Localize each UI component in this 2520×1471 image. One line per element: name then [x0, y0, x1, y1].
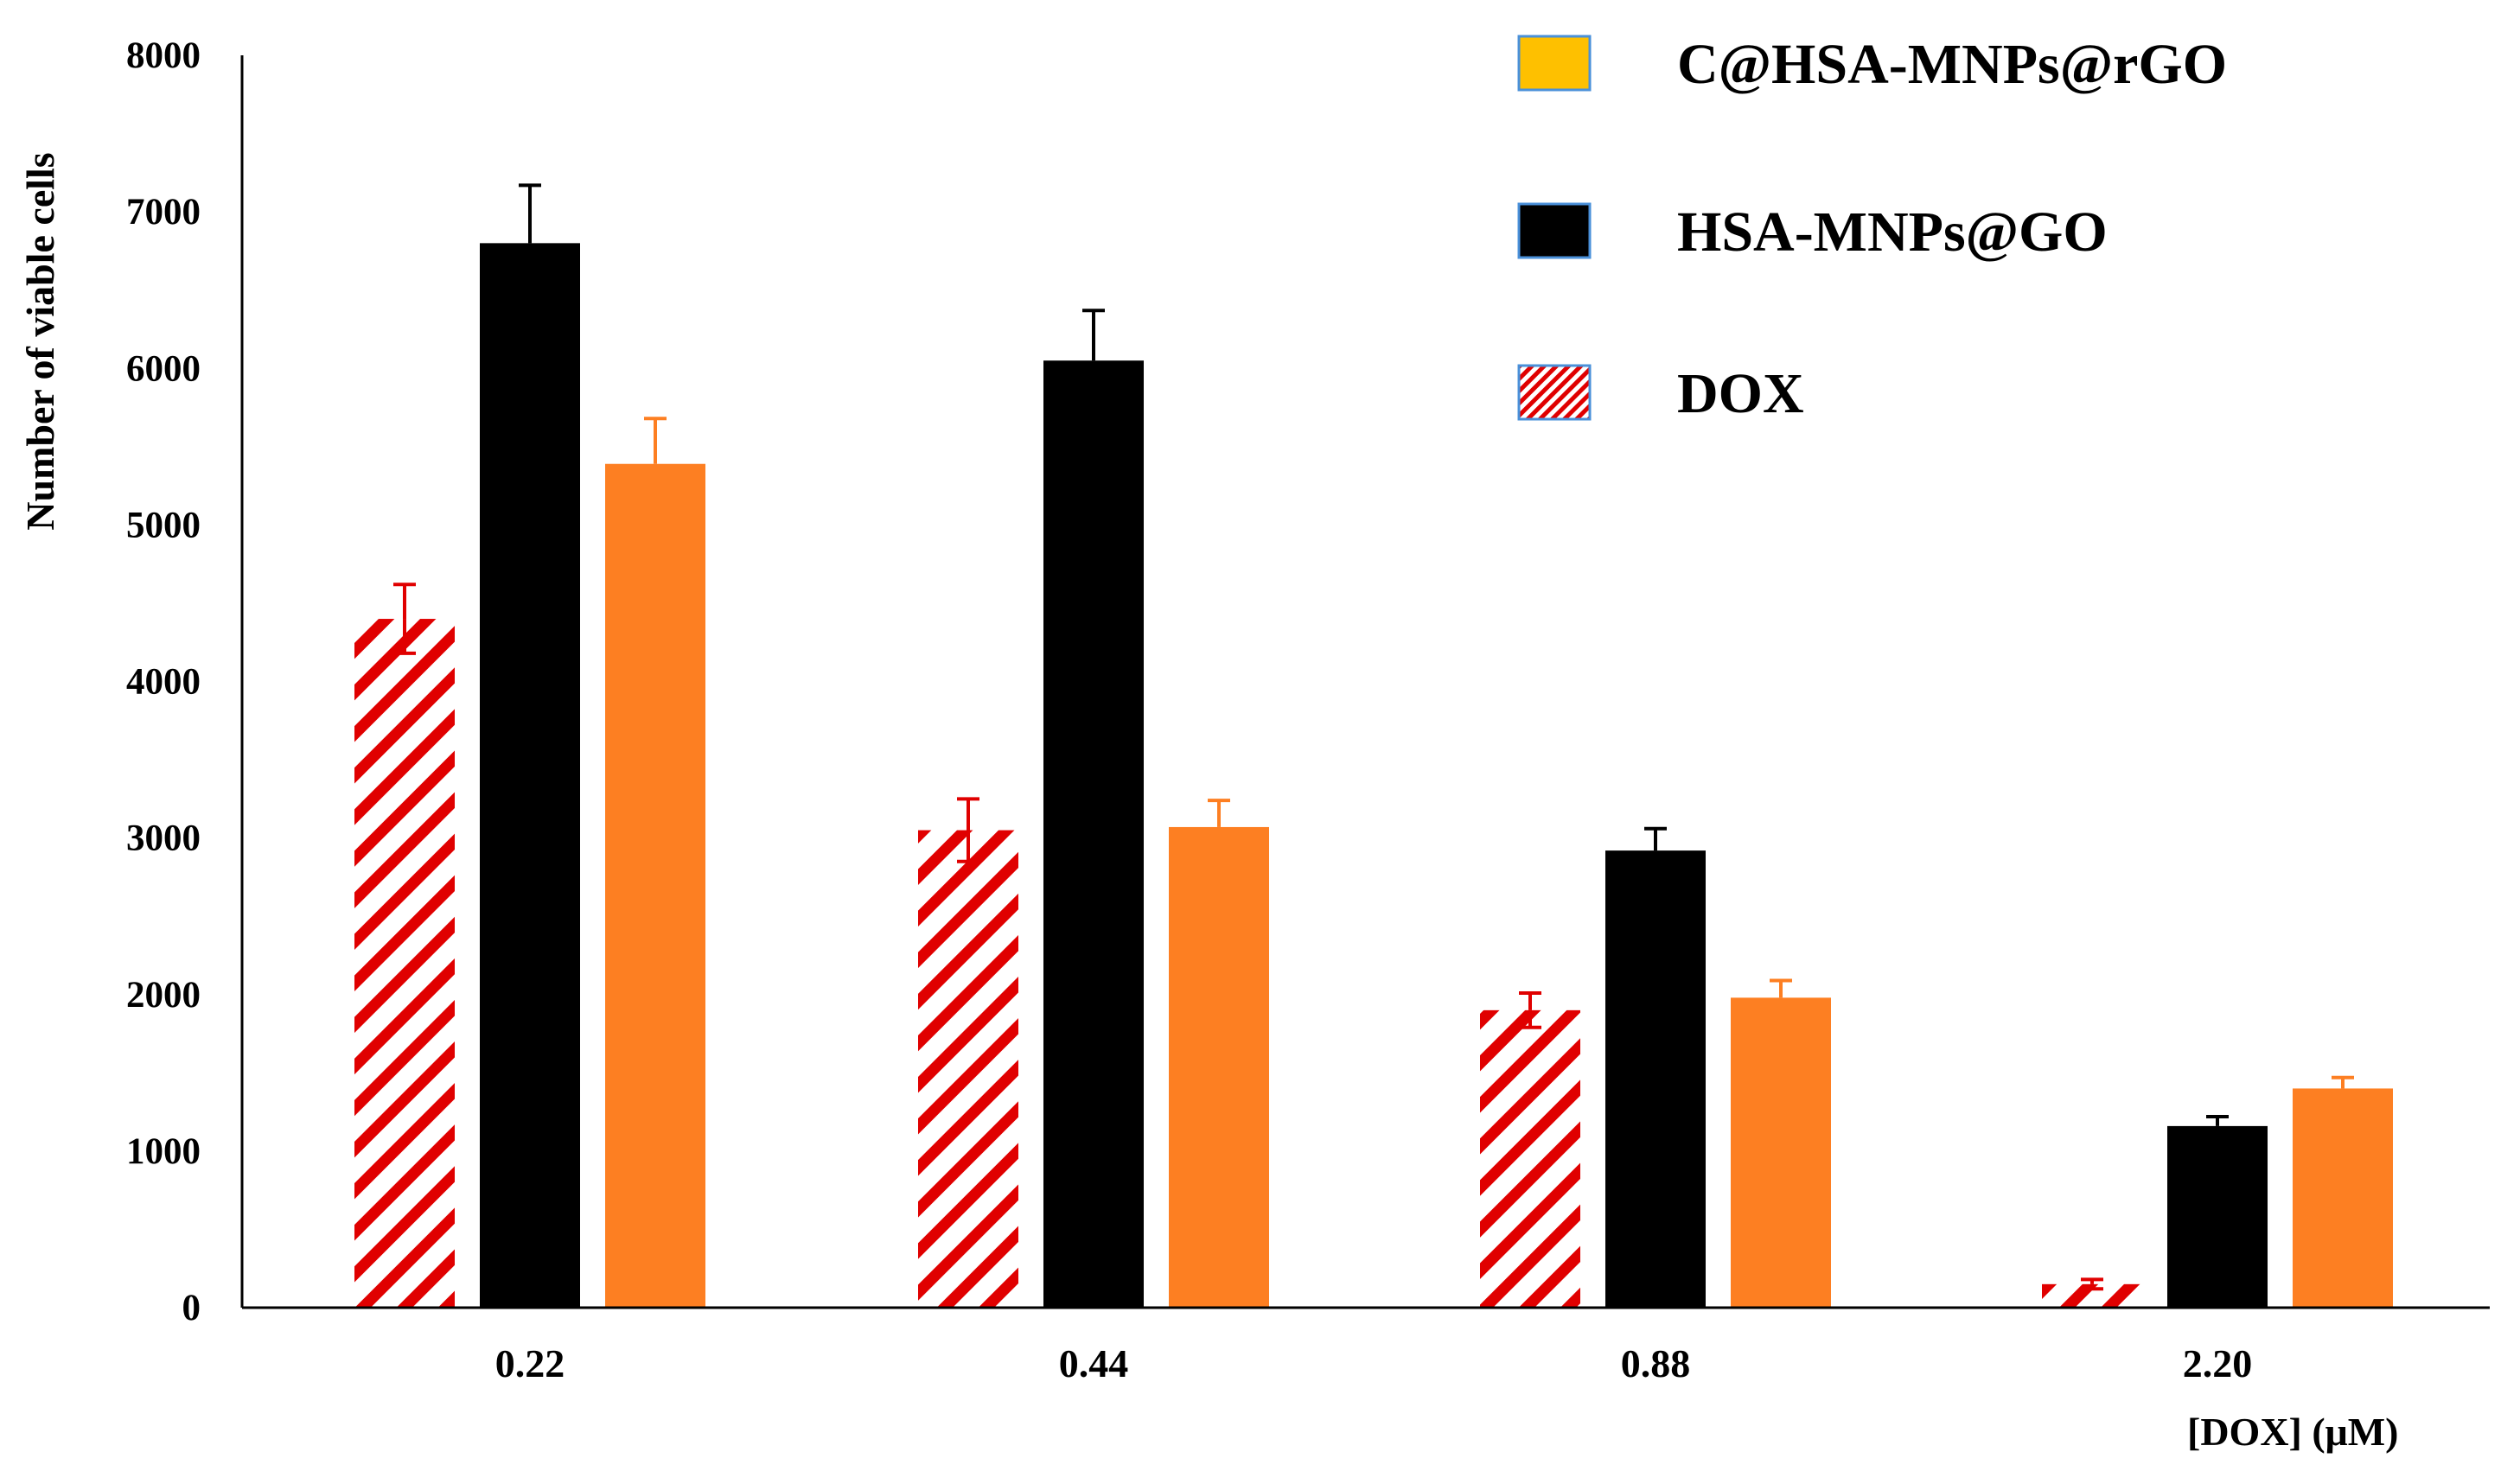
legend-swatch — [1517, 364, 1592, 421]
error-bar — [1644, 826, 1667, 851]
bar-hsa-mnps-go — [480, 243, 580, 1309]
y-tick-label: 6000 — [126, 348, 201, 389]
error-bar — [2206, 1115, 2229, 1126]
bars-layer — [354, 243, 2393, 1309]
bar-hsa-mnps-go — [1043, 360, 1144, 1309]
y-tick-label: 1000 — [126, 1131, 201, 1172]
legend-label: DOX — [1677, 362, 1804, 425]
bar-dox — [918, 830, 1018, 1308]
error-bars-layer — [393, 183, 2354, 1291]
y-tick-label: 5000 — [126, 505, 201, 545]
x-tick-labels: 0.22 0.44 0.88 2.20 — [495, 1341, 2253, 1385]
error-bar — [2081, 1277, 2103, 1291]
error-bar — [1519, 990, 1541, 1029]
bar-c-hsa-mnps-rgo — [2293, 1088, 2393, 1308]
y-tick-label: 3000 — [126, 818, 201, 859]
bar-c-hsa-mnps-rgo — [605, 463, 705, 1308]
bar-hsa-mnps-go — [2167, 1125, 2268, 1308]
y-tick-label: 8000 — [126, 35, 201, 76]
error-bar — [957, 797, 979, 863]
error-bar — [1082, 309, 1105, 361]
x-tick-label: 0.88 — [1621, 1341, 1691, 1385]
error-bar — [519, 183, 541, 244]
x-axis-title: [DOX] (μM) — [2187, 1410, 2399, 1454]
y-tick-labels: 0 1000 2000 3000 4000 5000 6000 7000 8000 — [126, 35, 201, 1328]
x-tick-label: 2.20 — [2183, 1341, 2253, 1385]
x-tick-label: 0.44 — [1059, 1341, 1129, 1385]
legend-swatch — [1517, 202, 1592, 259]
error-bar — [644, 417, 667, 464]
legend-label: HSA-MNPs@GO — [1677, 201, 2108, 264]
legend: C@HSA-MNPs@rGO HSA-MNPs@GO DOX — [1517, 33, 2227, 425]
error-bar — [393, 583, 416, 655]
bar-dox — [354, 619, 455, 1308]
error-bar — [1208, 799, 1230, 827]
x-tick-label: 0.22 — [495, 1341, 565, 1385]
bar-c-hsa-mnps-rgo — [1169, 826, 1269, 1308]
bar-c-hsa-mnps-rgo — [1731, 997, 1831, 1308]
y-tick-label: 2000 — [126, 975, 201, 1016]
y-tick-label: 4000 — [126, 662, 201, 703]
bar-dox — [1480, 1009, 1580, 1308]
y-tick-label: 0 — [182, 1288, 201, 1328]
legend-label: C@HSA-MNPs@rGO — [1677, 33, 2227, 96]
y-tick-label: 7000 — [126, 192, 201, 232]
error-bar — [2332, 1075, 2354, 1089]
bar-hsa-mnps-go — [1605, 850, 1706, 1308]
error-bar — [1770, 978, 1792, 998]
y-axis-title: Number of viable cells — [18, 152, 62, 530]
legend-swatch — [1517, 35, 1592, 92]
